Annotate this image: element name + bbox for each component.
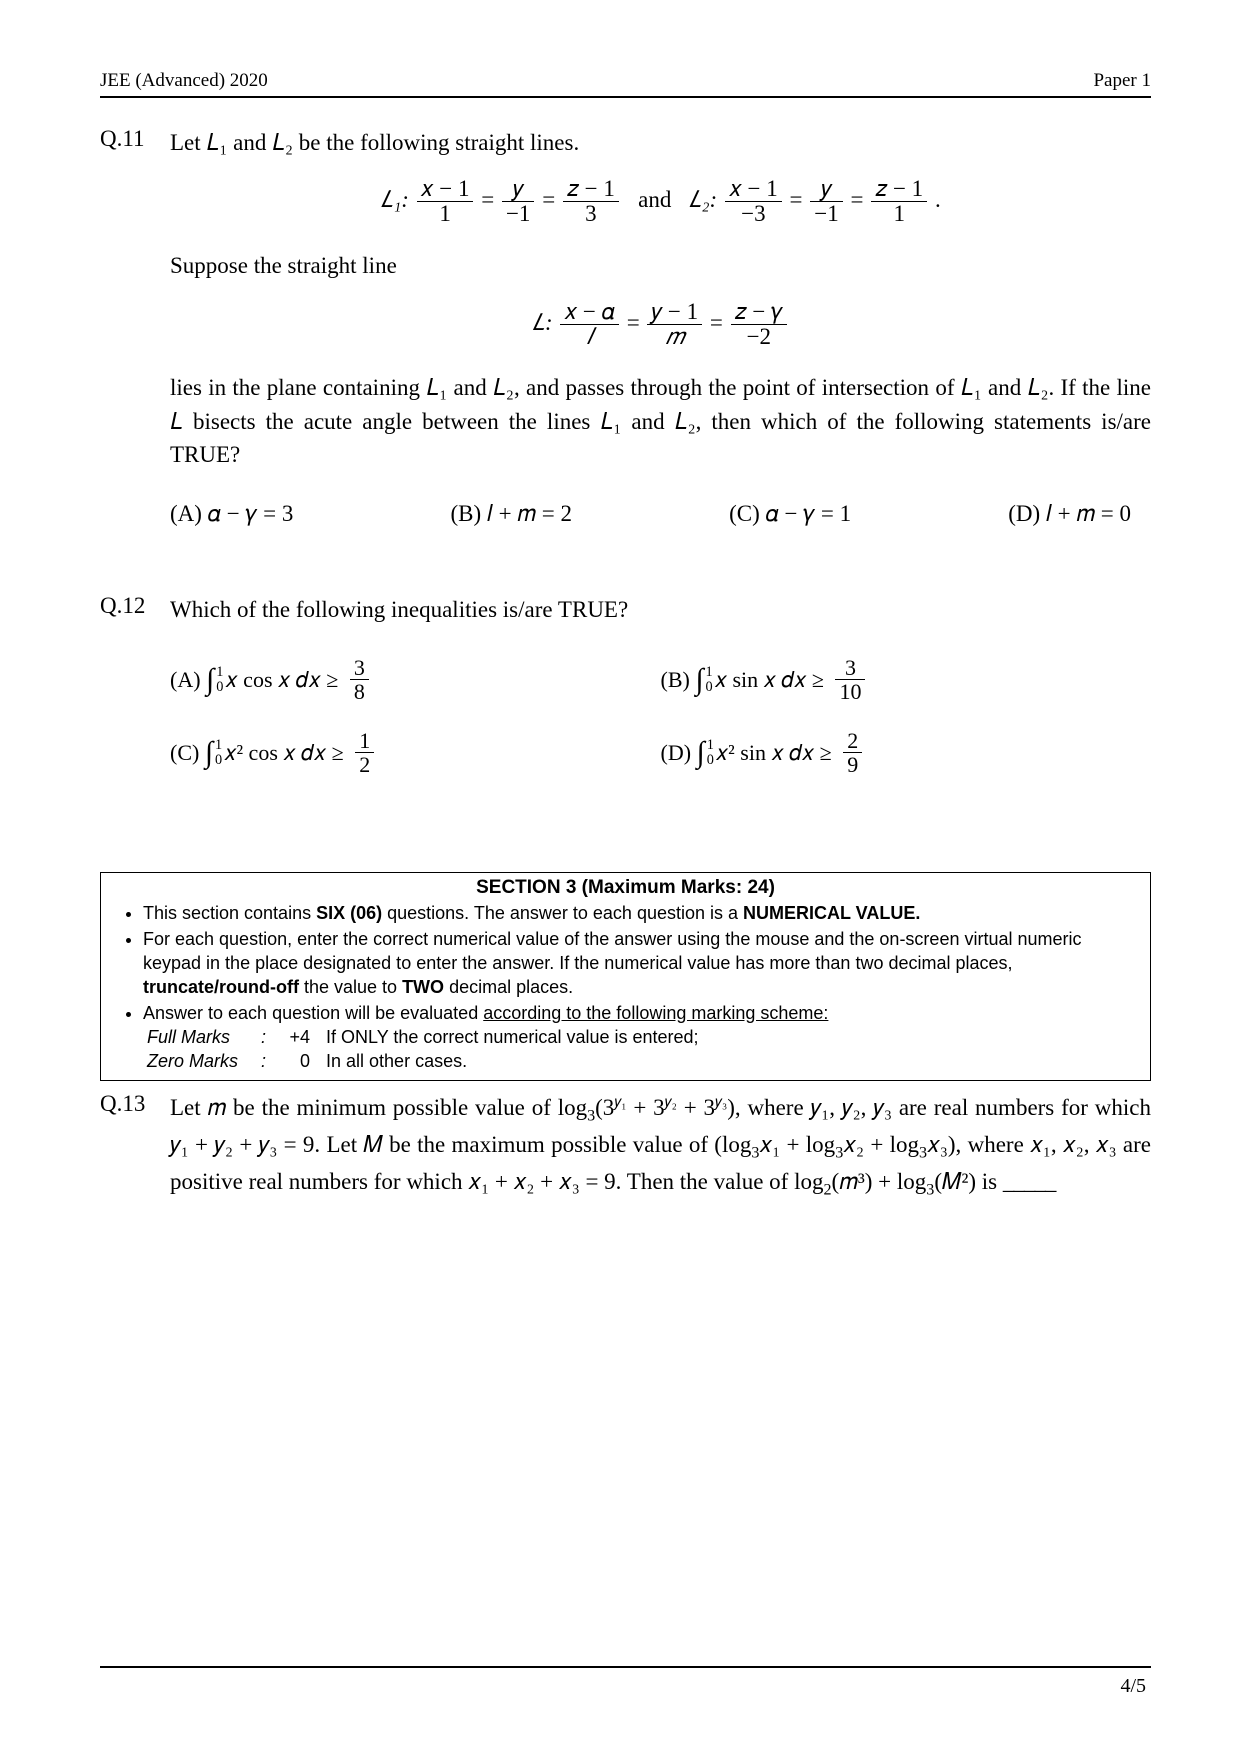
q11-L-frac1: 𝑥 − 𝛼𝑙 [558,300,621,349]
q12-options: (A) ∫10 𝑥 cos 𝑥 𝑑𝑥 ≥ 38 (B) ∫10 𝑥 sin 𝑥 … [170,656,1151,776]
header-left: JEE (Advanced) 2020 [100,70,268,92]
q11-and: and [638,187,671,212]
q11-L-frac3: 𝑧 − 𝛾−2 [729,300,789,349]
section3-b1: This section contains SIX (06) questions… [143,901,1140,925]
q11-optD: (D) 𝑙 + 𝑚 = 0 [1008,497,1131,530]
section3-box: SECTION 3 (Maximum Marks: 24) This secti… [100,872,1151,1081]
section3-b2: For each question, enter the correct num… [143,927,1140,1000]
q11-L-frac2: 𝑦 − 1𝑚 [645,300,704,349]
zero-marks-row: Zero Marks : 0 In all other cases. [147,1049,1140,1073]
q12-optA: (A) ∫10 𝑥 cos 𝑥 𝑑𝑥 ≥ 38 [170,656,661,703]
question-11: Q.11 Let 𝐿₁ and 𝐿₂ be the following stra… [100,126,1151,531]
exam-page: JEE (Advanced) 2020 Paper 1 Q.11 Let 𝐿₁ … [0,0,1241,1754]
section3-title: SECTION 3 (Maximum Marks: 24) [111,877,1140,899]
q12-row2: (C) ∫10 𝑥² cos 𝑥 𝑑𝑥 ≥ 12 (D) ∫10 𝑥² sin … [170,729,1151,776]
page-number: 4/5 [1120,1675,1146,1698]
header-right: Paper 1 [1093,70,1151,92]
q11-L-label: 𝐿: [532,310,553,335]
full-marks-row: Full Marks : +4 If ONLY the correct nume… [147,1025,1140,1049]
q11-period: . [935,187,941,212]
question-12: Q.12 Which of the following inequalities… [100,593,1151,803]
q11-L1-frac3: 𝑧 − 13 [561,177,621,226]
q12-D-integral: ∫10 𝑥² sin 𝑥 𝑑𝑥 ≥ 29 [697,729,865,776]
q12-B-integral: ∫10 𝑥 sin 𝑥 𝑑𝑥 ≥ 310 [695,656,867,703]
q11-eq-L: 𝐿: 𝑥 − 𝛼𝑙 = 𝑦 − 1𝑚 = 𝑧 − 𝛾−2 [170,300,1151,349]
q12-optB: (B) ∫10 𝑥 sin 𝑥 𝑑𝑥 ≥ 310 [661,656,1152,703]
q13-number: Q.13 [100,1091,170,1117]
q12-C-integral: ∫10 𝑥² cos 𝑥 𝑑𝑥 ≥ 12 [205,729,376,776]
section3-b3: Answer to each question will be evaluate… [143,1001,1140,1074]
q11-L2-label: 𝐿₂: [689,187,718,212]
spacer [100,537,1151,593]
q12-optD: (D) ∫10 𝑥² sin 𝑥 𝑑𝑥 ≥ 29 [661,729,1152,776]
q11-L1-frac1: 𝑥 − 11 [415,177,476,226]
q11-optA: (A) 𝛼 − 𝛾 = 3 [170,497,293,530]
q13-body: Let 𝑚 be the minimum possible value of l… [170,1091,1151,1202]
q12-row1: (A) ∫10 𝑥 cos 𝑥 𝑑𝑥 ≥ 38 (B) ∫10 𝑥 sin 𝑥 … [170,656,1151,703]
q12-number: Q.12 [100,593,170,619]
q11-body: Let 𝐿₁ and 𝐿₂ be the following straight … [170,126,1151,531]
q11-L2-frac2: 𝑦−1 [808,177,844,226]
q11-eq-lines: 𝐿₁: 𝑥 − 11 = 𝑦−1 = 𝑧 − 13 and 𝐿₂: 𝑥 − 1−… [170,177,1151,226]
q11-intro: Let 𝐿₁ and 𝐿₂ be the following straight … [170,130,579,155]
q11-L2-frac1: 𝑥 − 1−3 [723,177,784,226]
page-header: JEE (Advanced) 2020 Paper 1 [100,70,1151,98]
q11-number: Q.11 [100,126,170,152]
q12-A-integral: ∫10 𝑥 cos 𝑥 𝑑𝑥 ≥ 38 [206,656,371,703]
q11-L1-label: 𝐿₁: [380,187,409,212]
footer-rule [100,1666,1151,1668]
q11-suppose: Suppose the straight line [170,253,397,278]
q11-options: (A) 𝛼 − 𝛾 = 3 (B) 𝑙 + 𝑚 = 2 (C) 𝛼 − 𝛾 = … [170,497,1151,530]
q12-body: Which of the following inequalities is/a… [170,593,1151,803]
q11-optB: (B) 𝑙 + 𝑚 = 2 [450,497,572,530]
q11-optC: (C) 𝛼 − 𝛾 = 1 [729,497,851,530]
q11-L1-frac2: 𝑦−1 [500,177,536,226]
q13-blank: _____ [1003,1169,1056,1194]
question-13: Q.13 Let 𝑚 be the minimum possible value… [100,1091,1151,1202]
q12-stem: Which of the following inequalities is/a… [170,597,628,622]
q11-L2-frac3: 𝑧 − 11 [869,177,929,226]
section3-bullets: This section contains SIX (06) questions… [111,901,1140,1073]
q11-para: lies in the plane containing 𝐿₁ and 𝐿₂, … [170,375,1151,467]
q12-optC: (C) ∫10 𝑥² cos 𝑥 𝑑𝑥 ≥ 12 [170,729,661,776]
